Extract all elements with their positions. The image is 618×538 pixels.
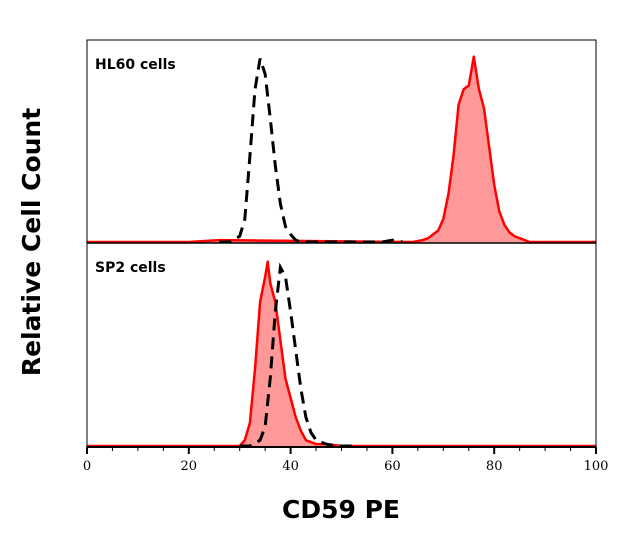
stained-histogram-line (87, 260, 596, 448)
stained-histogram-line (87, 55, 596, 244)
x-tick-label: 60 (384, 459, 401, 474)
x-axis-title: CD59 PE (282, 495, 400, 524)
panel-label: HL60 cells (95, 57, 176, 73)
x-tick-label: 0 (83, 459, 91, 474)
x-tick-label: 40 (282, 459, 299, 474)
x-tick-label: 20 (181, 459, 198, 474)
control-histogram-line (219, 58, 403, 244)
y-axis-title: Relative Cell Count (17, 108, 46, 376)
panel-label: SP2 cells (95, 260, 166, 276)
x-tick-label: 100 (584, 459, 609, 474)
x-tick-label: 80 (486, 459, 503, 474)
stained-histogram-fill (87, 56, 596, 244)
stained-histogram-fill (87, 261, 596, 447)
